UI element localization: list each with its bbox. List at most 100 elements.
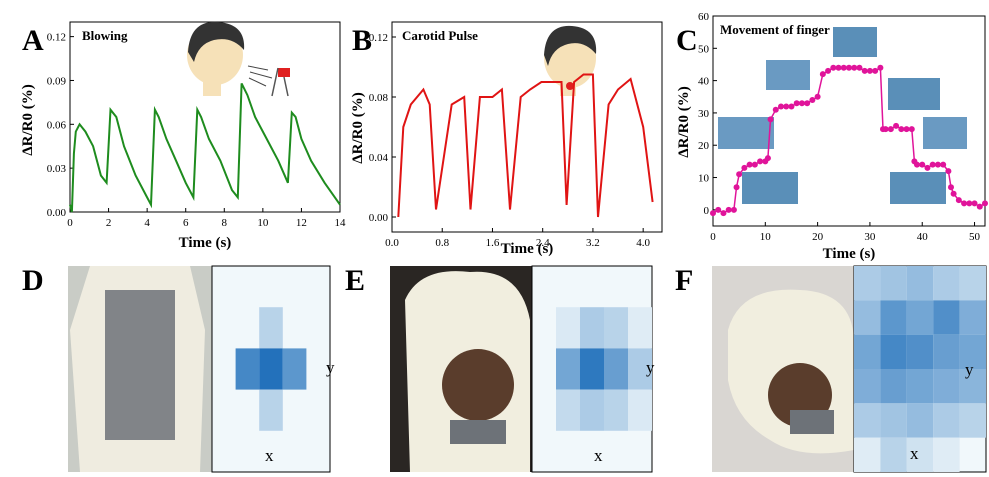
blowing-face-illustration xyxy=(187,21,290,97)
heatmap-cell xyxy=(628,307,652,349)
data-point xyxy=(830,64,837,71)
heatmap-d xyxy=(235,307,307,431)
y-tick-label: 0.08 xyxy=(369,92,389,104)
panel-letter-b: B xyxy=(352,24,372,57)
data-point xyxy=(846,64,852,71)
heatmap-e xyxy=(556,307,652,431)
heatmap-cell xyxy=(854,266,881,301)
heatmap-cell xyxy=(556,307,580,349)
x-tick-label: 50 xyxy=(969,231,981,243)
data-point xyxy=(898,126,905,133)
heatmap-x-label-f: x xyxy=(910,444,919,463)
data-point xyxy=(772,106,779,113)
data-point xyxy=(961,200,968,207)
y-axis-label-b: ΔR/R0 (%) xyxy=(350,92,366,163)
data-point xyxy=(757,158,764,165)
heatmap-cell xyxy=(556,348,580,390)
data-point xyxy=(966,200,973,207)
panel-letter-f: F xyxy=(675,264,693,297)
data-point xyxy=(908,126,915,133)
data-point xyxy=(783,103,790,110)
y-axis-label-a: ΔR/R0 (%) xyxy=(20,84,36,155)
data-point xyxy=(819,71,826,78)
panel-letter-c: C xyxy=(676,24,698,57)
x-tick-label: 2.4 xyxy=(536,237,550,249)
heatmap-cell xyxy=(906,369,934,404)
heatmap-cell xyxy=(854,403,881,438)
panel-a: A Blowing 0 2 4 6 8 10 12 14 0.00 0.03 0.06 0.09 0.1… xyxy=(20,21,346,251)
data-point xyxy=(914,161,920,168)
data-point xyxy=(882,126,889,133)
chart-title-c: Movement of finger xyxy=(720,22,830,37)
heatmap-cell xyxy=(933,300,960,335)
x-tick-label: 0.0 xyxy=(385,237,399,249)
heatmap-cell xyxy=(933,369,960,404)
heatmap-cell xyxy=(628,348,652,390)
data-point xyxy=(929,161,936,168)
x-tick-label: 0 xyxy=(67,217,73,229)
y-tick-label: 60 xyxy=(698,11,710,23)
heatmap-cell xyxy=(604,389,628,431)
heatmap-cell xyxy=(880,334,907,369)
data-point xyxy=(767,116,774,123)
heatmap-cell xyxy=(854,334,881,369)
x-tick-label: 0.8 xyxy=(435,237,449,249)
panel-letter-a: A xyxy=(22,24,44,57)
heatmap-cell xyxy=(259,307,283,349)
x-tick-label: 4 xyxy=(144,217,150,229)
panel-b: B Carotid Pulse 0.0 0.8 1.6 2.4 3.2 4.00.000.… xyxy=(350,21,663,257)
heatmap-cell xyxy=(628,389,652,431)
data-point xyxy=(919,161,926,168)
axis-ticks-c: 0 10 20 30 40 50 0 10 20 30 40 50 60 xyxy=(698,11,981,243)
data-point xyxy=(861,67,868,74)
fist-sphere-photo-f xyxy=(712,266,854,472)
x-tick-label: 30 xyxy=(864,231,876,243)
data-point xyxy=(733,184,740,191)
heatmap-cell xyxy=(880,300,907,335)
data-point xyxy=(934,161,941,168)
panel-f: F y x xyxy=(675,264,987,473)
heatmap-cell xyxy=(906,403,934,438)
heatmap-cell xyxy=(959,300,986,335)
x-axis-label-c: Time (s) xyxy=(823,246,876,262)
heatmap-cell xyxy=(880,369,907,404)
data-point xyxy=(710,210,716,217)
x-tick-label: 8 xyxy=(222,217,228,229)
heatmap-y-label-f: y xyxy=(965,360,974,379)
heatmap-cell xyxy=(604,307,628,349)
data-point xyxy=(856,64,863,71)
data-point xyxy=(730,206,737,213)
data-point xyxy=(825,67,832,74)
x-axis-label-a: Time (s) xyxy=(179,235,232,251)
data-point xyxy=(877,64,884,71)
glove-sphere-photo-e xyxy=(390,266,532,472)
data-point xyxy=(835,64,842,71)
data-point xyxy=(840,64,847,71)
data-point xyxy=(948,184,954,191)
data-point xyxy=(976,203,983,210)
data-point xyxy=(804,100,811,107)
data-point xyxy=(793,100,800,107)
heatmap-x-label-e: x xyxy=(594,446,603,465)
panel-letter-e: E xyxy=(345,264,365,297)
heatmap-y-label-d: y xyxy=(326,358,335,377)
heatmap-cell xyxy=(933,334,960,369)
data-point xyxy=(720,210,727,217)
data-point xyxy=(809,97,816,103)
axis-ticks-a: 0 2 4 6 8 10 12 14 0.00 0.03 0.06 0.09 0.12 xyxy=(47,32,346,229)
heatmap-y-label-e: y xyxy=(646,358,655,377)
data-point xyxy=(851,64,858,71)
data-point xyxy=(764,155,771,162)
heatmap-cell xyxy=(282,348,307,390)
data-point xyxy=(736,171,743,178)
y-tick-label: 0 xyxy=(704,205,710,217)
heatmap-cell xyxy=(906,334,934,369)
x-tick-label: 3.2 xyxy=(586,237,600,249)
data-point xyxy=(950,190,957,197)
chart-title-a: Blowing xyxy=(82,28,128,43)
x-tick-label: 10 xyxy=(760,231,772,243)
x-tick-label: 14 xyxy=(335,217,347,229)
x-tick-label: 10 xyxy=(257,217,269,229)
data-point xyxy=(940,161,947,168)
data-point xyxy=(872,67,879,74)
